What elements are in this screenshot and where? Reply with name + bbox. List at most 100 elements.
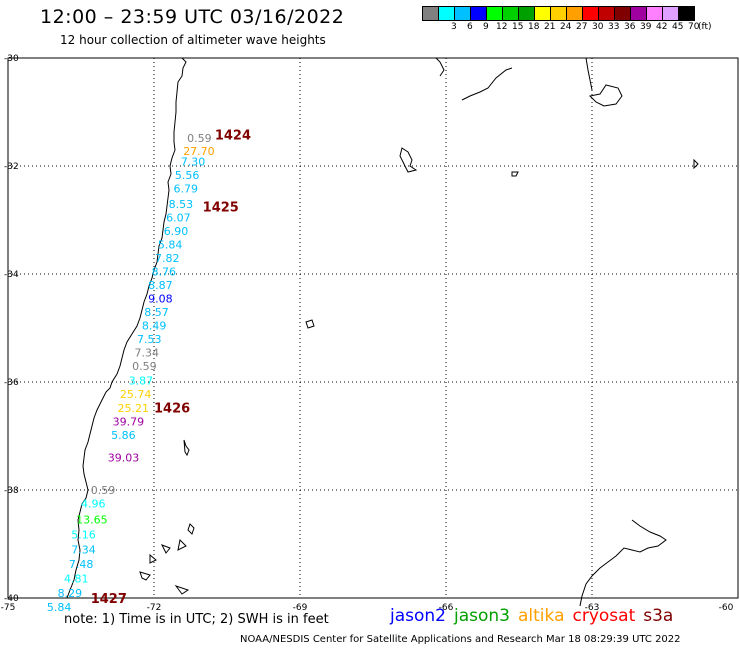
wave-height-value: 7.30 xyxy=(181,156,206,169)
longitude-label: -63 xyxy=(585,603,600,613)
wave-height-value: 0.59 xyxy=(91,484,116,497)
legend-label: 70 xyxy=(688,22,700,32)
legend-label: 27 xyxy=(576,22,588,32)
rio-de-la-plata-coast xyxy=(585,57,593,91)
latitude-label: -32 xyxy=(4,162,19,172)
latitude-label: -40 xyxy=(4,594,19,604)
latitude-label: -36 xyxy=(4,378,19,388)
legend-label: 12 xyxy=(496,22,508,32)
wave-height-value: 5.16 xyxy=(71,528,96,541)
legend-labels: 3 6 9 12 15 18 21 24 27 30 33 36 39 42 45 70 (ft) xyxy=(422,22,740,34)
wave-height-value: 8.29 xyxy=(58,587,83,600)
coastline xyxy=(66,57,699,607)
pass-labels: 1424 1425 1426 1427 xyxy=(91,129,251,607)
inland-lake xyxy=(511,171,519,177)
wave-height-value: 5.56 xyxy=(175,169,200,182)
wave-height-color-legend xyxy=(422,6,695,21)
pass-number-label: 1427 xyxy=(91,592,127,607)
wave-height-value: 6.79 xyxy=(173,183,198,196)
wave-height-value: 8.87 xyxy=(148,279,173,292)
wave-height-value: 7.82 xyxy=(155,252,180,265)
wave-height-value: 7.34 xyxy=(71,543,96,556)
atlantic-coastline xyxy=(579,519,667,607)
inland-lake xyxy=(693,158,699,170)
inland-lake xyxy=(183,439,190,457)
wave-height-value: 7.48 xyxy=(69,558,94,571)
inland-lake xyxy=(588,84,623,107)
footnote: note: 1) Time is in UTC; 2) SWH is in fe… xyxy=(64,612,329,627)
wave-height-value: 5.86 xyxy=(111,429,136,442)
map-subtitle: 12 hour collection of altimeter wave hei… xyxy=(60,33,326,47)
legend-label: 30 xyxy=(592,22,604,32)
satellite-legend: jason2 jason3 altika cryosat s3a xyxy=(390,606,681,626)
inland-lake xyxy=(305,319,315,329)
inland-lake xyxy=(160,544,171,554)
pass-number-label: 1425 xyxy=(203,201,239,216)
satellite-name: cryosat xyxy=(572,606,636,626)
satellite-name: jason2 xyxy=(390,606,446,626)
inland-lake xyxy=(187,523,195,535)
inland-lake xyxy=(174,585,190,595)
wave-height-value: 7.34 xyxy=(135,346,160,359)
legend-label: 42 xyxy=(656,22,668,32)
latitude-label: -38 xyxy=(4,486,19,496)
wave-height-value: 3.87 xyxy=(129,374,154,387)
wave-height-value: 27.70 xyxy=(183,145,215,158)
wave-height-value: 4.96 xyxy=(81,498,106,511)
legend-label: 39 xyxy=(640,22,652,32)
legend-label: 18 xyxy=(528,22,540,32)
longitude-label: -60 xyxy=(719,603,734,613)
legend-label: 9 xyxy=(483,22,489,32)
wave-height-value: 5.84 xyxy=(158,238,183,251)
legend-label: 24 xyxy=(560,22,572,32)
wave-height-value: 8.49 xyxy=(142,319,167,332)
observations: 0.5927.707.305.566.798.536.076.905.847.8… xyxy=(47,132,215,614)
wave-height-value: 25.74 xyxy=(120,388,152,401)
satellite-name: s3a xyxy=(643,606,674,626)
legend-label: 36 xyxy=(624,22,636,32)
legend-label: 45 xyxy=(672,22,684,32)
longitude-label: -69 xyxy=(293,603,308,613)
pass-number-label: 1424 xyxy=(215,129,251,144)
satellite-name: jason3 xyxy=(454,606,510,626)
legend-label: 15 xyxy=(512,22,524,32)
wave-height-value: 6.07 xyxy=(166,211,191,224)
wave-height-value: 8.53 xyxy=(169,198,194,211)
rio-de-la-plata-coast xyxy=(461,67,513,101)
legend-label: 33 xyxy=(608,22,620,32)
longitude-label: -75 xyxy=(1,603,16,613)
legend-label: 3 xyxy=(451,22,457,32)
inland-lake xyxy=(139,571,151,581)
wave-height-value: 0.59 xyxy=(187,132,212,145)
rio-de-la-plata-coast xyxy=(435,57,445,77)
legend-unit: (ft) xyxy=(698,22,712,32)
wave-height-value: 0.59 xyxy=(132,360,157,373)
wave-height-value: 39.79 xyxy=(113,415,145,428)
wave-height-value: 5.84 xyxy=(47,601,72,614)
wave-height-value: 8.76 xyxy=(152,265,177,278)
wave-height-value: 9.08 xyxy=(148,292,173,305)
wave-height-value: 25.21 xyxy=(118,402,150,415)
longitude-label: -66 xyxy=(439,603,454,613)
inland-lake xyxy=(177,538,187,551)
pass-number-label: 1426 xyxy=(154,401,190,416)
chile-coastline xyxy=(66,57,187,599)
wave-height-value: 7.53 xyxy=(137,333,162,346)
satellite-name: altika xyxy=(518,606,565,626)
latitude-label: -34 xyxy=(4,270,19,280)
wave-height-value: 13.65 xyxy=(76,514,108,527)
legend-label: 6 xyxy=(467,22,473,32)
map-title: 12:00 – 23:59 UTC 03/16/2022 xyxy=(40,6,345,28)
wave-height-value: 4.81 xyxy=(64,573,89,586)
lat-lon-grid: -30 -32 -34 -36 -38 -40-75 -72 -69 -66 -63 -60 xyxy=(1,54,739,613)
latitude-label: -30 xyxy=(4,54,19,64)
legend-label: 21 xyxy=(544,22,556,32)
map-frame xyxy=(7,57,739,599)
wave-height-value: 6.90 xyxy=(164,225,189,238)
credit-line: NOAA/NESDIS Center for Satellite Applica… xyxy=(240,634,681,645)
inland-lake xyxy=(399,147,418,173)
inland-lake xyxy=(149,553,157,564)
wave-height-value: 39.03 xyxy=(108,452,139,465)
wave-height-value: 8.57 xyxy=(144,306,169,319)
